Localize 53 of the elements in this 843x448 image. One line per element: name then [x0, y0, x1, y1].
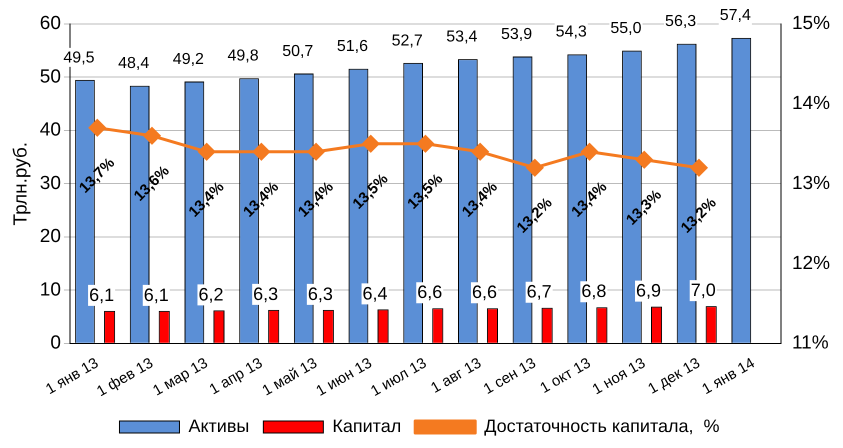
data-label: 49,8: [227, 48, 259, 65]
point: [308, 143, 325, 160]
data-label: 6,8: [581, 281, 606, 302]
point: [526, 159, 544, 176]
legend-label: Капитал: [332, 416, 402, 436]
y-tick-label: 60: [40, 13, 61, 34]
y-axis-title: Трлн.руб.: [10, 142, 32, 226]
y2-tick-label: 14%: [792, 93, 830, 114]
data-label: 6,1: [89, 284, 114, 305]
y2-tick-label: 13%: [792, 172, 830, 194]
data-label: 6,1: [144, 284, 169, 305]
point: [252, 143, 270, 160]
data-label: 54,3: [556, 24, 587, 41]
point: [143, 127, 160, 144]
data-label: 6,2: [198, 284, 224, 304]
data-label: 6,3: [253, 284, 278, 304]
point: [690, 159, 708, 176]
y-tick-label: 30: [40, 172, 61, 194]
data-label: 6,7: [526, 282, 552, 302]
data-label: 49,5: [63, 49, 95, 66]
point: [636, 151, 653, 168]
y-tick-label: 40: [40, 120, 61, 141]
point: [88, 119, 106, 136]
point: [198, 143, 216, 160]
data-label: 6,3: [308, 284, 333, 304]
data-label: 55,0: [610, 20, 642, 38]
y-tick-label: 50: [40, 66, 61, 88]
data-label: 51,6: [336, 38, 368, 56]
data-label: 52,7: [392, 32, 423, 50]
point: [362, 135, 380, 152]
data-label: 50,7: [282, 42, 314, 60]
legend-label: Активы: [188, 416, 250, 436]
data-label: 56,3: [665, 13, 696, 30]
y-tick-label: 10: [40, 279, 61, 300]
point: [472, 143, 489, 160]
legend-label: Достаточность капитала, %: [484, 416, 720, 436]
data-label: 53,4: [446, 28, 478, 46]
data-label: 49,2: [172, 50, 204, 68]
data-label: 6,6: [417, 282, 442, 302]
data-label: 7,0: [690, 280, 716, 300]
data-label: 53,9: [500, 26, 532, 43]
data-label: 57,4: [720, 7, 751, 24]
data-label: 6,4: [362, 283, 388, 304]
data-label: 48,4: [118, 55, 150, 72]
y2-tick-label: 11%: [792, 332, 829, 354]
y-tick-label: 20: [40, 226, 61, 248]
point: [581, 143, 598, 160]
data-label: 6,6: [472, 282, 497, 302]
y2-tick-label: 15%: [792, 13, 830, 34]
y2-tick-label: 12%: [792, 252, 830, 274]
y-tick-label: 0: [50, 332, 61, 354]
point: [416, 135, 434, 152]
data-label: 6,9: [636, 280, 662, 301]
